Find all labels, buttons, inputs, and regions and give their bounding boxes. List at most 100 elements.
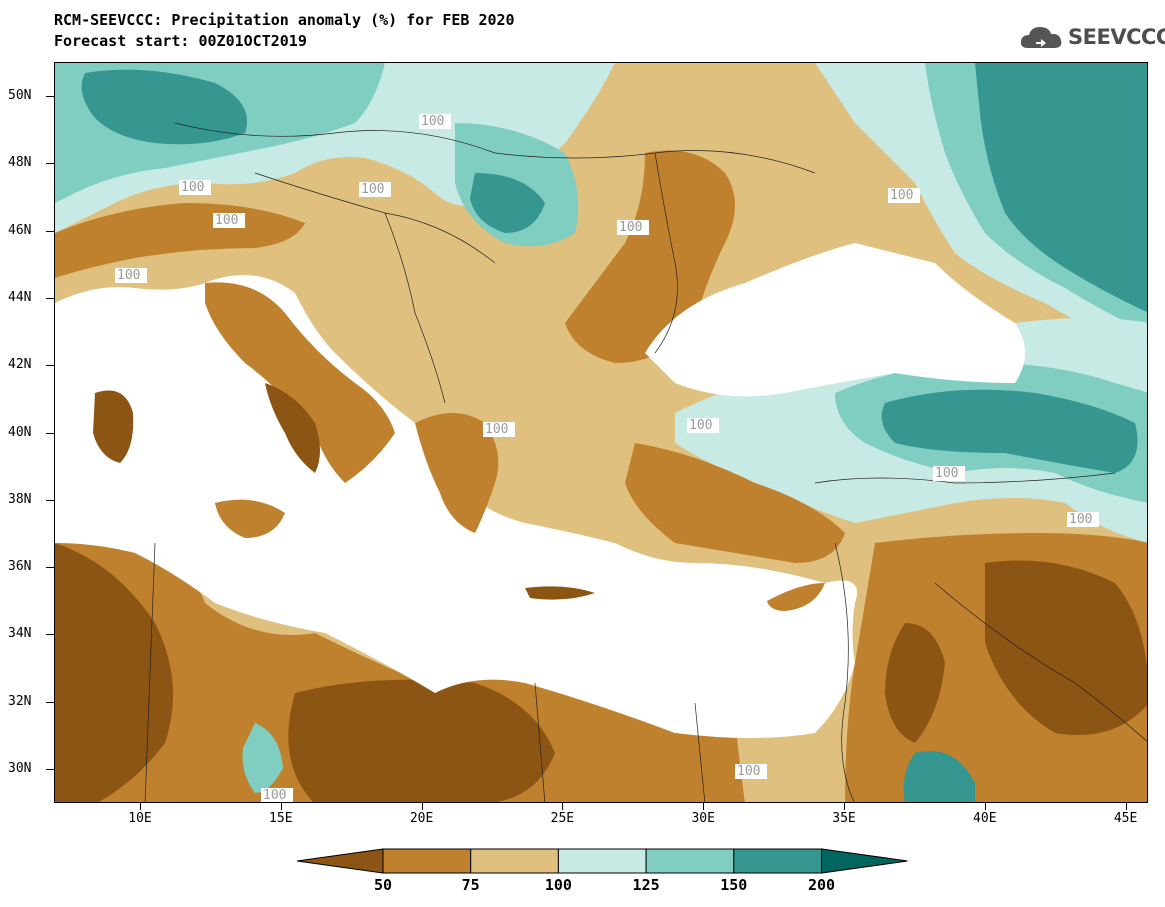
latitude-label: 34N [8,626,32,642]
contour-label-background [933,466,965,481]
longitude-label: 20E [409,811,434,826]
contour-label: 100 [181,180,204,195]
latitude-label: 32N [8,693,32,709]
longitude-tick [844,803,845,810]
graticule [144,122,1147,802]
colorbar-tick-label: 50 [373,876,393,894]
contour-label: 100 [935,466,958,481]
colorbar-tick-label: 150 [720,876,748,894]
latitude-tick [46,701,54,703]
latitude-tick [46,230,54,232]
colorbar-tick-label: 75 [461,876,480,894]
wet-zone-arabia [903,751,975,802]
longitude-label: 25E [550,811,575,826]
colorbar-tick-label: 100 [544,876,572,894]
very-dry-zone-libya [288,679,555,802]
latitude-tick [46,96,54,97]
crete [525,586,595,600]
colorbar-segment [382,848,472,874]
longitude-tick [140,803,141,810]
dry-zone-greece [415,413,499,533]
contour-label: 100 [619,220,642,235]
country-border [534,682,546,802]
latitude-label: 50N [8,88,32,103]
longitude-tick [1125,803,1127,810]
longitude-label: 15E [269,811,293,826]
wet-zone-hungary-core [470,173,545,233]
colorbar-high-arrow [821,848,908,874]
contour-label-background [213,213,245,228]
latitude-label: 48N [8,155,32,171]
latitude-tick [46,297,54,299]
colorbar-segment [470,848,559,874]
contour-label: 100 [421,114,444,129]
latitude-label: 30N [8,761,32,776]
seevccc-logo: SEEVCCC [1018,22,1165,52]
longitude-label: 30E [691,811,715,826]
map-canvas: 100 100 100 100 100 100 100 100 100 100 100 100 100 [55,63,1147,803]
contour-label-background [483,422,515,437]
colorbar-segment [733,848,822,874]
country-border [934,582,1147,742]
contour-label-background [115,268,147,283]
contour-label-background [888,188,920,203]
contour-labels: 100 100 100 100 100 100 100 100 100 100 100 100 100 [115,114,1099,803]
latitude-tick [46,432,54,434]
colorbar-segment [645,848,735,874]
very-dry-zone-iraq [985,560,1147,735]
contour-label: 100 [361,182,384,197]
contour-label-background [1067,512,1099,527]
forecast-start-label: Forecast start: 00Z01OCT2019 [54,32,307,50]
anomaly-map: 100 100 100 100 100 100 100 100 100 100 100 100 100 [54,62,1148,803]
longitude-tick [280,803,282,810]
very-dry-zone-tunisia [55,543,173,802]
colorbar [296,848,908,874]
longitude-tick [703,803,705,810]
logo-text: SEEVCCC [1068,25,1165,49]
longitude-label: 35E [832,811,856,826]
sardinia [93,390,134,463]
latitude-tick [46,769,54,770]
country-border [814,472,1116,484]
contour-label-background [735,764,767,779]
colorbar-segment [557,848,647,874]
longitude-tick [421,803,423,810]
country-border [654,152,678,354]
contour-label: 100 [485,422,508,437]
longitude-label: 10E [128,811,152,826]
latitude-label: 36N [8,559,32,575]
contour-label: 100 [263,788,286,803]
colorbar-tick-label: 200 [807,876,836,894]
latitude-tick [46,567,54,569]
contour-label-background [261,788,293,802]
country-border [384,212,446,404]
contour-label: 100 [737,764,760,779]
contour-label-background [359,182,391,197]
latitude-label: 38N [8,491,32,507]
sicily [215,499,285,538]
contour-label: 100 [117,268,140,283]
very-dry-zone-italy [265,383,320,473]
latitude-label: 44N [8,289,32,305]
contour-label-background [419,114,451,129]
colorbar-low-arrow [296,848,384,874]
latitude-tick [46,499,54,501]
wet-zone-germany [81,69,248,145]
country-border [144,542,156,802]
black-sea [645,243,1025,397]
longitude-tick [984,803,986,810]
cloud-logo-icon [1020,27,1062,48]
wet-zone-caucasus [881,389,1138,473]
contour-label: 100 [890,188,913,203]
very-dry-zone-levant [885,623,945,743]
wet-zone-northeast-3 [975,63,1147,313]
dry-zone-southern-turkey [625,443,845,563]
contour-label: 100 [689,418,712,433]
latitude-label: 40N [8,424,32,440]
longitude-tick [562,803,564,810]
country-border [834,542,855,802]
dry-zone-north-africa [55,533,745,802]
latitude-label: 42N [8,357,32,373]
longitude-label: 45E [1113,811,1138,826]
contour-label: 100 [1069,512,1092,527]
